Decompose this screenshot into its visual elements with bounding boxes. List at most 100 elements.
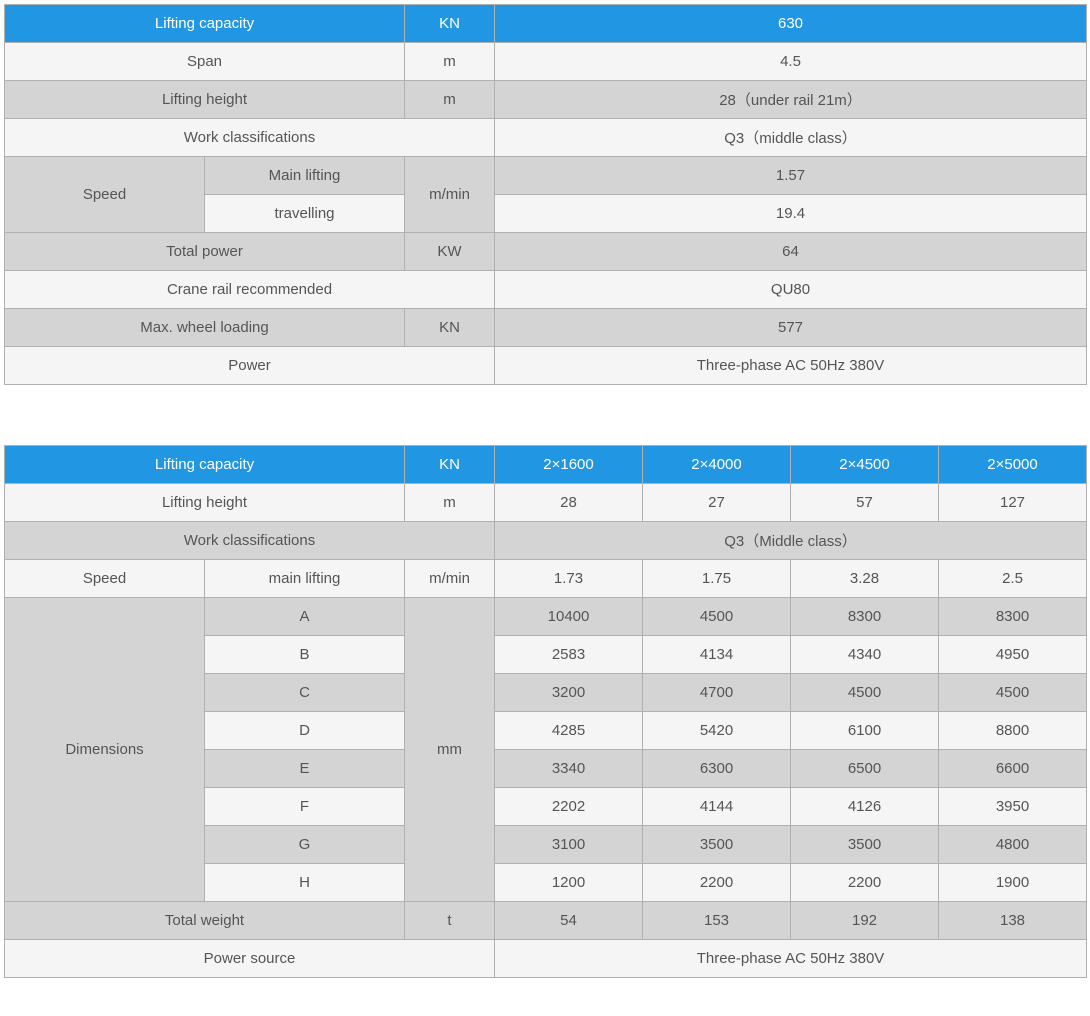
cell-value: 127 <box>939 484 1087 522</box>
cell-value: 4800 <box>939 826 1087 864</box>
cell-value: 153 <box>643 902 791 940</box>
dimensions-label: Dimensions <box>5 598 205 902</box>
cell-value: 27 <box>643 484 791 522</box>
table-row: Crane rail recommended QU80 <box>5 271 1087 309</box>
row-label: Span <box>5 43 405 81</box>
cell-value: 4500 <box>643 598 791 636</box>
dimension-letter: D <box>205 712 405 750</box>
cell-value: 3950 <box>939 788 1087 826</box>
row-value: 577 <box>495 309 1087 347</box>
cell-value: 57 <box>791 484 939 522</box>
header-unit: KN <box>405 5 495 43</box>
row-value: QU80 <box>495 271 1087 309</box>
row-label: Total power <box>5 233 405 271</box>
row-label: Lifting height <box>5 484 405 522</box>
cell-value: 4500 <box>791 674 939 712</box>
dimension-letter: F <box>205 788 405 826</box>
cell-value: 1200 <box>495 864 643 902</box>
header-value: 2×4500 <box>791 446 939 484</box>
row-label: Max. wheel loading <box>5 309 405 347</box>
row-label: Lifting height <box>5 81 405 119</box>
cell-value: 8300 <box>791 598 939 636</box>
table-row: Total power KW 64 <box>5 233 1087 271</box>
dimension-letter: C <box>205 674 405 712</box>
row-value: Q3（middle class） <box>495 119 1087 157</box>
cell-value: 4500 <box>939 674 1087 712</box>
row-value: 28（under rail 21m） <box>495 81 1087 119</box>
row-label: Total weight <box>5 902 405 940</box>
cell-value: 4144 <box>643 788 791 826</box>
speed-label: Speed <box>5 157 205 233</box>
cell-value: 2.5 <box>939 560 1087 598</box>
cell-value: 3500 <box>643 826 791 864</box>
table-spacer <box>4 385 1086 445</box>
row-unit: m <box>405 43 495 81</box>
cell-value: 6600 <box>939 750 1087 788</box>
row-label: Work classifications <box>5 522 495 560</box>
header-value: 2×5000 <box>939 446 1087 484</box>
row-unit: KW <box>405 233 495 271</box>
speed-value: 1.57 <box>495 157 1087 195</box>
header-value: 630 <box>495 5 1087 43</box>
cell-value: 1.73 <box>495 560 643 598</box>
table-row: Power source Three-phase AC 50Hz 380V <box>5 940 1087 978</box>
dimension-letter: B <box>205 636 405 674</box>
cell-value: 6300 <box>643 750 791 788</box>
cell-value: 2583 <box>495 636 643 674</box>
cell-value: 6500 <box>791 750 939 788</box>
cell-value: 4126 <box>791 788 939 826</box>
cell-value: 10400 <box>495 598 643 636</box>
header-value: 2×1600 <box>495 446 643 484</box>
cell-value: 192 <box>791 902 939 940</box>
cell-value: 1900 <box>939 864 1087 902</box>
cell-value: 8800 <box>939 712 1087 750</box>
row-label: Power source <box>5 940 495 978</box>
dimension-letter: A <box>205 598 405 636</box>
spec-table-2: Lifting capacity KN 2×1600 2×4000 2×4500… <box>4 445 1087 978</box>
cell-value: 4700 <box>643 674 791 712</box>
cell-value: 3200 <box>495 674 643 712</box>
row-unit: m <box>405 484 495 522</box>
cell-value: 138 <box>939 902 1087 940</box>
row-value: 4.5 <box>495 43 1087 81</box>
header-value: 2×4000 <box>643 446 791 484</box>
cell-value: 2202 <box>495 788 643 826</box>
row-value: Q3（Middle class） <box>495 522 1087 560</box>
table-row: Lifting height m 28 27 57 127 <box>5 484 1087 522</box>
cell-value: 8300 <box>939 598 1087 636</box>
speed-label: Speed <box>5 560 205 598</box>
speed-sub-label: Main lifting <box>205 157 405 195</box>
row-value: Three-phase AC 50Hz 380V <box>495 940 1087 978</box>
dimension-letter: H <box>205 864 405 902</box>
cell-value: 28 <box>495 484 643 522</box>
table-row: Work classifications Q3（Middle class） <box>5 522 1087 560</box>
speed-unit: m/min <box>405 157 495 233</box>
table-row: Power Three-phase AC 50Hz 380V <box>5 347 1087 385</box>
table-row: Speed Main lifting m/min 1.57 <box>5 157 1087 195</box>
cell-value: 4134 <box>643 636 791 674</box>
table-row: Speed main lifting m/min 1.73 1.75 3.28 … <box>5 560 1087 598</box>
table-row: Dimensions A mm 10400 4500 8300 8300 <box>5 598 1087 636</box>
dimensions-unit: mm <box>405 598 495 902</box>
row-value: 64 <box>495 233 1087 271</box>
cell-value: 4950 <box>939 636 1087 674</box>
cell-value: 1.75 <box>643 560 791 598</box>
table-row: Span m 4.5 <box>5 43 1087 81</box>
speed-unit: m/min <box>405 560 495 598</box>
header-unit: KN <box>405 446 495 484</box>
cell-value: 2200 <box>643 864 791 902</box>
dimension-letter: E <box>205 750 405 788</box>
header-label: Lifting capacity <box>5 5 405 43</box>
cell-value: 4285 <box>495 712 643 750</box>
table-row: Lifting capacity KN 630 <box>5 5 1087 43</box>
table-row: Lifting height m 28（under rail 21m） <box>5 81 1087 119</box>
cell-value: 54 <box>495 902 643 940</box>
cell-value: 4340 <box>791 636 939 674</box>
row-label: Crane rail recommended <box>5 271 495 309</box>
cell-value: 3.28 <box>791 560 939 598</box>
row-label: Power <box>5 347 495 385</box>
table-row: Max. wheel loading KN 577 <box>5 309 1087 347</box>
speed-value: 19.4 <box>495 195 1087 233</box>
row-unit: KN <box>405 309 495 347</box>
cell-value: 6100 <box>791 712 939 750</box>
